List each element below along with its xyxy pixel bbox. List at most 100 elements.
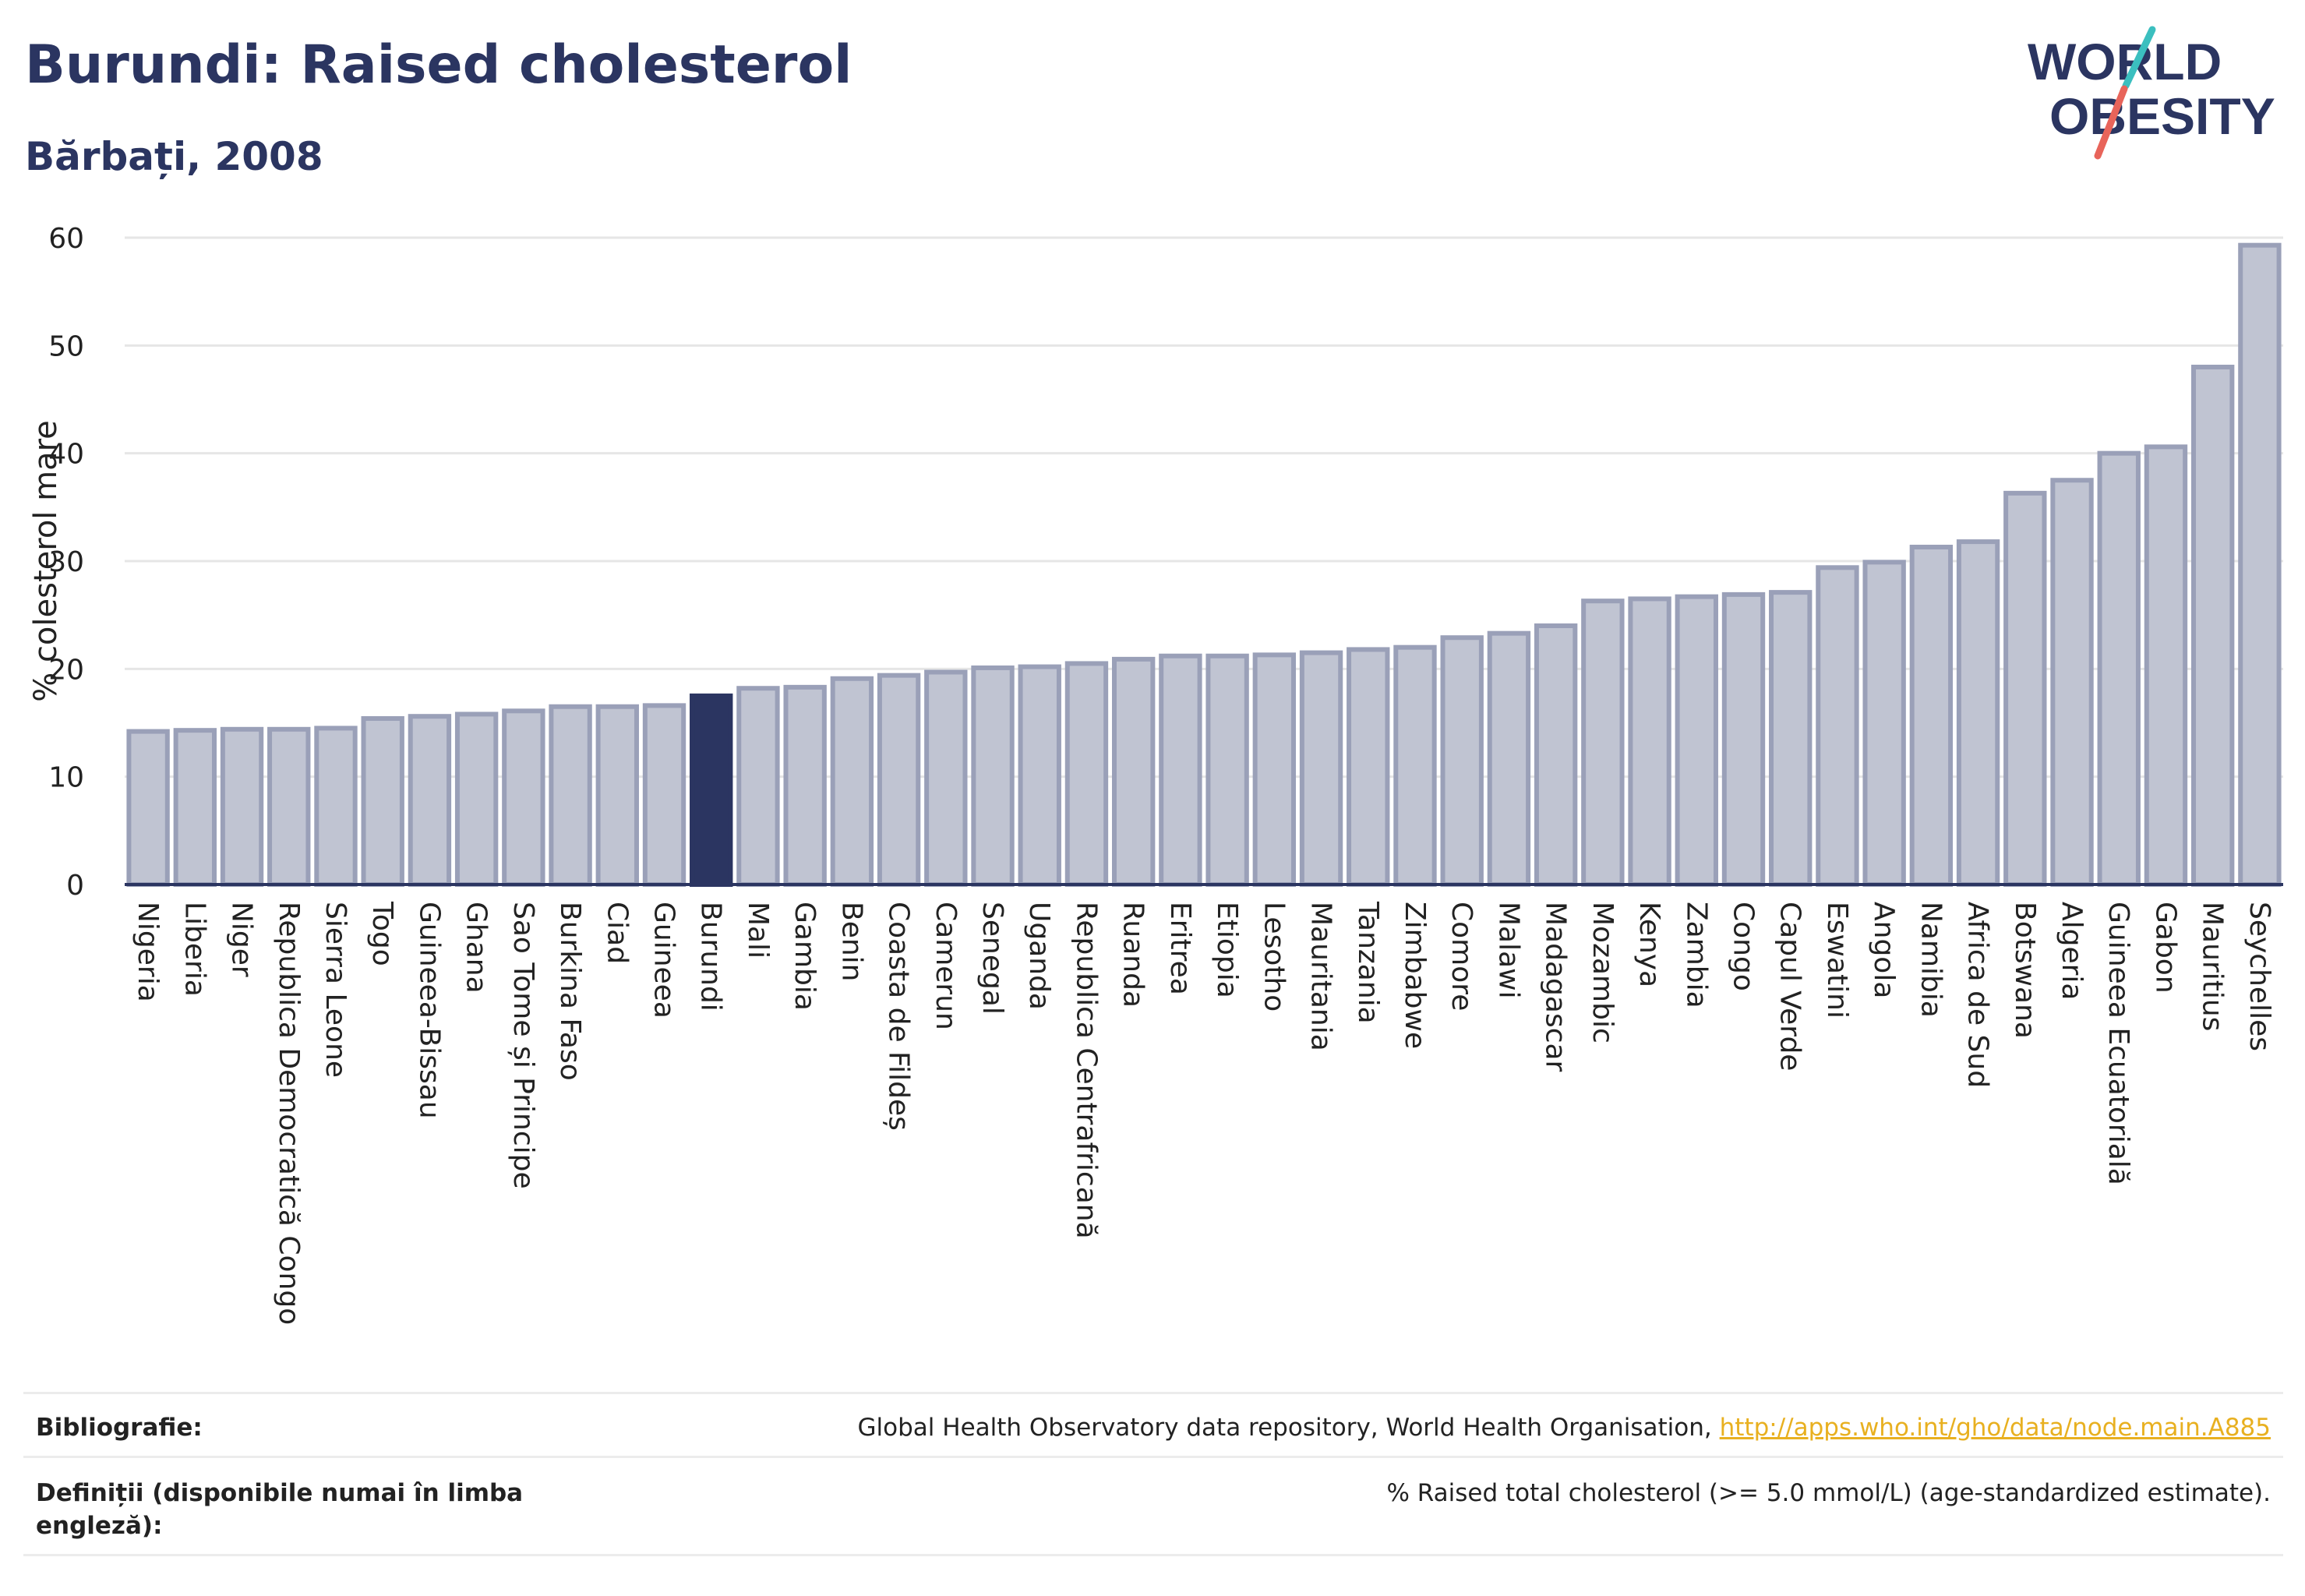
- x-tick-label: Zimbabwe: [1399, 902, 1431, 1049]
- bibliography-label: Bibliografie:: [36, 1414, 203, 1442]
- bar-Congo: [1721, 591, 1766, 888]
- x-tick-label: Sierra Leone: [319, 902, 351, 1078]
- x-tick-label: Seychelles: [2243, 902, 2275, 1051]
- x-tick-label: Guineea-Bissau: [413, 902, 445, 1119]
- x-tick-label: Mozambic: [1587, 902, 1618, 1043]
- x-tick-label: Mauritania: [1305, 902, 1337, 1051]
- chart-title: Burundi: Raised cholesterol: [25, 34, 852, 96]
- x-tick-label: Benin: [835, 902, 867, 981]
- y-tick-label: 40: [48, 439, 84, 471]
- x-tick-label: Eritrea: [1164, 902, 1196, 995]
- x-tick-label: Mauritius: [2197, 902, 2229, 1031]
- bar-Seychelles: [2238, 242, 2282, 887]
- x-tick-label: Tanzania: [1352, 901, 1384, 1024]
- y-tick-label: 60: [48, 223, 84, 255]
- bar-Namibia: [1909, 545, 1954, 887]
- bar-Capul Verde: [1769, 590, 1813, 887]
- bar-Mozambic: [1581, 598, 1625, 888]
- x-tick-label: Ruanda: [1117, 902, 1149, 1008]
- y-tick-label: 0: [66, 870, 84, 902]
- bar-Uganda: [1018, 664, 1061, 887]
- x-tick-label: Uganda: [1023, 902, 1055, 1010]
- x-tick-label: Ghana: [461, 902, 492, 994]
- x-tick-label: Zambia: [1680, 902, 1712, 1008]
- y-tick-label: 30: [48, 546, 84, 578]
- x-tick-label: Etiopia: [1211, 902, 1243, 998]
- definitions-label: Definiții (disponibile numai în limba en…: [36, 1479, 524, 1540]
- bar-chart: 0 10 20 30 40 50 60 % colesterol mare Nigeria Lib…: [28, 223, 2283, 1325]
- logo-slash-coral: [2094, 85, 2128, 160]
- bar-Republica Democratică Congo: [267, 726, 311, 887]
- bar-Etiopia: [1205, 653, 1249, 887]
- x-tick-label: Eswatini: [1821, 902, 1853, 1019]
- bar-Burundi: [690, 693, 733, 888]
- bar-Mauritius: [2190, 365, 2235, 887]
- x-tick-label: Gambia: [789, 902, 821, 1011]
- footer-definitions-row: Definiții (disponibile numai în limba en…: [23, 1456, 2283, 1556]
- x-tick-label: Comore: [1445, 902, 1477, 1011]
- bar-Angola: [1862, 560, 1906, 888]
- bar-Benin: [830, 676, 874, 887]
- x-tick-label: Nigeria: [132, 902, 164, 1002]
- bar-Madagascar: [1534, 623, 1578, 887]
- x-tick-label: Republica Centrafricană: [1070, 902, 1102, 1239]
- bar-Eswatini: [1816, 565, 1859, 887]
- x-tick-label: Gabon: [2149, 902, 2181, 994]
- logo-slash-teal: [2122, 26, 2156, 90]
- logo-text-obesity: OBESITY: [2049, 87, 2275, 145]
- bibliography-link[interactable]: http://apps.who.int/gho/data/node.main.A…: [1719, 1414, 2271, 1442]
- bar-Ghana: [454, 711, 499, 888]
- y-tick-label: 50: [48, 330, 84, 362]
- world-obesity-logo: WORLD OBESITY: [2028, 26, 2275, 160]
- bar-Togo: [361, 715, 404, 888]
- x-tick-label: Namibia: [1915, 902, 1947, 1018]
- bar-Gabon: [2144, 444, 2188, 887]
- y-axis-label: % colesterol mare: [28, 420, 64, 702]
- x-tick-label: Botswana: [2009, 902, 2041, 1039]
- x-tick-label: Burkina Faso: [554, 902, 586, 1081]
- x-tick-label: Coasta de Fildeș: [883, 902, 915, 1131]
- bar-Eritrea: [1159, 653, 1202, 887]
- bar-Republica Centrafricană: [1064, 661, 1109, 888]
- x-tick-label: Algeria: [2056, 902, 2088, 1001]
- bar-Gambia: [783, 684, 827, 887]
- bar-Malawi: [1487, 630, 1531, 888]
- bibliography-value: Global Health Observatory data repositor…: [858, 1411, 2271, 1444]
- bar-Zimbabwe: [1393, 644, 1437, 888]
- x-tick-label: Africa de Sud: [1962, 902, 1994, 1088]
- x-tick-label: Mali: [742, 902, 774, 959]
- x-tick-label: Madagascar: [1540, 902, 1572, 1072]
- bibliography-text: Global Health Observatory data repositor…: [857, 1414, 1712, 1442]
- bar-Burkina Faso: [549, 704, 592, 887]
- x-tick-label: Liberia: [178, 902, 210, 997]
- definitions-text: % Raised total cholesterol (>= 5.0 mmol/…: [1386, 1479, 2271, 1507]
- y-tick-label: 20: [48, 654, 84, 686]
- bar-Ciad: [595, 704, 639, 887]
- bar-Lesotho: [1252, 652, 1297, 887]
- bar-Sao Tome și Principe: [502, 708, 545, 887]
- bar-Algeria: [2050, 478, 2094, 887]
- x-tick-label: Ciad: [601, 902, 633, 964]
- x-tick-label: Togo: [366, 901, 398, 966]
- chart-subtitle: Bărbați, 2008: [25, 134, 323, 179]
- bar-Nigeria: [126, 729, 170, 887]
- bar-Guineea Ecuatorială: [2097, 450, 2141, 887]
- bar-Mali: [736, 686, 780, 887]
- bar-Ruanda: [1111, 656, 1156, 888]
- bar-Guineea: [642, 703, 687, 887]
- bar-Africa de Sud: [1956, 539, 2000, 887]
- x-tick-label: Angola: [1868, 902, 1900, 998]
- x-tick-label: Niger: [226, 902, 258, 977]
- bar-Comore: [1440, 635, 1484, 887]
- x-tick-label: Sao Tome și Principe: [507, 902, 539, 1189]
- x-tick-label: Lesotho: [1258, 902, 1290, 1012]
- x-tick-label: Republica Democratică Congo: [273, 902, 305, 1325]
- bar-Botswana: [2003, 490, 2047, 887]
- bar-Senegal: [971, 665, 1015, 887]
- bar-Camerun: [924, 669, 968, 887]
- footer-bottom-divider: [23, 1554, 2283, 1556]
- x-tick-label: Camerun: [930, 902, 962, 1030]
- x-tick-label: Kenya: [1633, 902, 1665, 987]
- bar-Sierra Leone: [314, 726, 358, 888]
- x-tick-label: Congo: [1728, 902, 1760, 991]
